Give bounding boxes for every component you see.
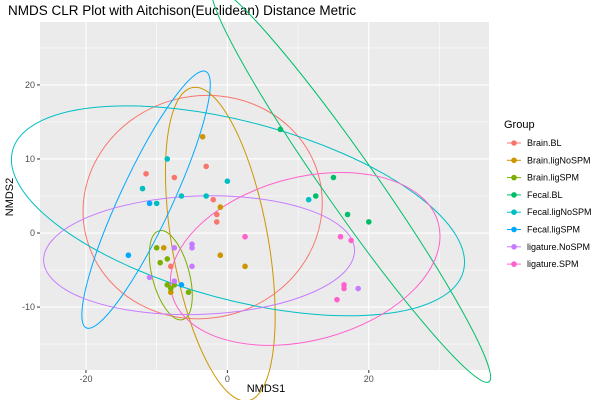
legend-key-point [511, 261, 517, 267]
point-brain-bl [213, 219, 220, 225]
point-ligature-nospm [355, 285, 361, 292]
point-brain-lignospm [199, 133, 206, 140]
point-fecal-bl [277, 126, 284, 133]
x-tick-label: -20 [79, 374, 92, 384]
point-fecal-lignospm [139, 185, 146, 192]
point-fecal-lignospm [164, 156, 171, 162]
point-fecal-ligspm [178, 282, 185, 288]
legend-label: ligature.SPM [527, 259, 579, 269]
y-tick-label: -10 [22, 302, 35, 312]
point-brain-ligspm [164, 282, 171, 288]
legend-key-point [511, 157, 517, 164]
legend-label: Fecal.ligSPM [527, 225, 580, 235]
point-brain-bl [210, 196, 217, 203]
point-brain-bl [203, 163, 209, 170]
point-ligature-spm [341, 285, 347, 292]
point-fecal-lignospm [305, 196, 312, 203]
legend-label: Fecal.BL [527, 190, 563, 200]
ellipse-fecal-bl [211, 0, 492, 383]
point-fecal-ligspm [125, 252, 132, 259]
legend-label: Brain.ligSPM [527, 173, 579, 183]
point-fecal-lignospm [178, 193, 185, 199]
point-ligature-spm [348, 237, 354, 244]
point-brain-lignospm [242, 263, 248, 270]
point-ligature-spm [242, 233, 248, 240]
ellipse-brain-lignospm [164, 86, 276, 400]
legend-label: Brain.BL [527, 138, 562, 148]
point-brain-lignospm [160, 245, 167, 251]
point-brain-ligspm [157, 259, 164, 266]
point-ligature-spm [334, 296, 340, 303]
legend-label: Brain.ligNoSPM [527, 155, 591, 165]
ellipse-brain-bl [82, 94, 323, 320]
point-ligature-nospm [189, 263, 195, 270]
point-ligature-nospm [146, 274, 153, 281]
ellipses [10, 0, 492, 400]
chart-title: NMDS CLR Plot with Aitchison(Euclidean) … [8, 3, 356, 18]
point-ligature-nospm [171, 278, 178, 284]
point-ligature-nospm [189, 245, 195, 251]
point-brain-bl [143, 170, 149, 177]
point-fecal-bl [330, 174, 337, 181]
points [125, 126, 372, 303]
point-ligature-spm [337, 233, 344, 240]
point-fecal-ligspm [146, 200, 153, 207]
point-fecal-lignospm [153, 200, 160, 207]
point-brain-lignospm [217, 204, 224, 210]
point-brain-ligspm [168, 285, 174, 292]
point-brain-lignospm [217, 252, 224, 259]
point-brain-ligspm [164, 256, 171, 262]
x-tick-label: 0 [225, 374, 230, 384]
x-tick-label: 20 [364, 374, 374, 384]
legend-label: Fecal.ligNoSPM [527, 207, 592, 217]
ellipse-fecal-ligspm [81, 70, 211, 329]
ellipse-fecal-lignospm [10, 105, 466, 317]
legend-key-point [511, 244, 517, 250]
point-fecal-bl [312, 193, 319, 199]
y-tick-label: 0 [30, 228, 35, 238]
x-axis-title: NMDS1 [247, 383, 286, 395]
legend-key-point [511, 209, 517, 215]
y-axis-title: NMDS2 [4, 178, 16, 217]
legend-title: Group [504, 119, 535, 131]
grid-lines [40, 22, 489, 370]
point-brain-bl [168, 263, 174, 270]
point-fecal-bl [365, 219, 372, 225]
y-tick-label: 20 [25, 80, 35, 90]
legend-key-point [511, 226, 517, 233]
ellipse-brain-ligspm [148, 230, 193, 321]
ellipse-ligature-nospm [43, 195, 356, 316]
point-brain-bl [171, 174, 178, 181]
point-fecal-lignospm [203, 193, 209, 199]
point-fecal-lignospm [224, 178, 231, 184]
legend-label: ligature.NoSPM [527, 242, 590, 252]
point-brain-ligspm [185, 289, 192, 296]
y-tick-label: 10 [25, 154, 35, 164]
point-fecal-bl [344, 211, 351, 218]
point-brain-ligspm [153, 245, 160, 251]
point-brain-bl [213, 211, 220, 218]
legend-key-point [511, 140, 517, 146]
tick-labels: -20 0 20 -10 0 10 20 [22, 80, 374, 384]
point-ligature-nospm [171, 245, 178, 251]
legend-key-point [511, 192, 517, 198]
legend: Group Brain.BL Brain.ligNoSPM Brain.ligSPM… [504, 119, 592, 269]
legend-key-point [511, 174, 517, 181]
